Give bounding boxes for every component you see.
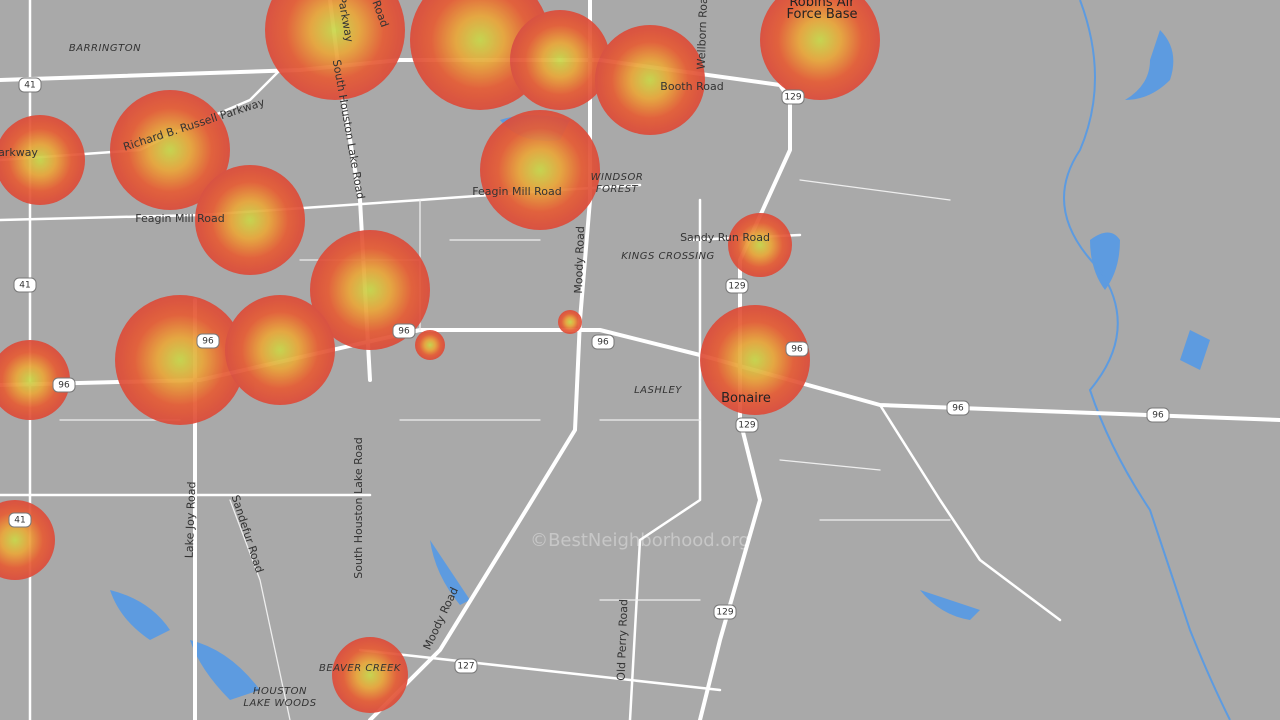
road-label: Sandefur Road (229, 493, 266, 574)
place-label: LAKE WOODS (243, 698, 316, 709)
town-label: Bonaire (721, 391, 771, 406)
shield-label: 41 (19, 281, 30, 291)
road-label: Old Perry Road (615, 599, 631, 681)
place-label: WINDSOR (591, 172, 644, 183)
route-shield: 96 (946, 400, 970, 416)
shield-label: 41 (24, 81, 35, 91)
place-label: FOREST (596, 184, 639, 195)
road-label: arkway (0, 146, 38, 159)
shield-bg (13, 277, 37, 293)
route-shield: 127 (454, 658, 478, 674)
road-label: Lake Joy Road (183, 481, 199, 558)
shield-label: 129 (738, 421, 755, 431)
road-label: Booth Road (660, 80, 723, 93)
shield-label: 96 (1152, 411, 1164, 421)
place-label: BARRINGTON (69, 43, 141, 54)
shield-label: 127 (457, 662, 474, 672)
road-label: Moody Road (421, 585, 461, 652)
town-label: Robins Air (789, 0, 855, 10)
shield-bg (52, 377, 76, 393)
shield-label: 96 (202, 337, 214, 347)
shield-bg (454, 658, 478, 674)
route-shield: 96 (785, 341, 809, 357)
route-shield: 96 (392, 323, 416, 339)
road-label: Sandy Run Road (680, 231, 770, 244)
route-shield: 129 (713, 604, 737, 620)
place-label: KINGS CROSSING (621, 251, 715, 262)
route-shield: 129 (735, 417, 759, 433)
place-label: LASHLEY (634, 385, 682, 396)
watermark: ©BestNeighborhood.org (530, 530, 750, 551)
shield-bg (781, 89, 805, 105)
route-shield: 129 (781, 89, 805, 105)
road-label: Wellborn Road (695, 0, 711, 70)
route-shield: 96 (1146, 407, 1170, 423)
heatmap (0, 0, 880, 713)
shield-bg (713, 604, 737, 620)
road-label: Moody Road (572, 226, 587, 294)
town-label: Force Base (787, 7, 858, 22)
shield-bg (8, 512, 32, 528)
road-label: South Houston Lake Road (352, 437, 365, 578)
road-label: Feagin Mill Road (135, 212, 225, 225)
shield-bg (591, 334, 615, 350)
shield-bg (725, 278, 749, 294)
water (110, 0, 1231, 720)
route-shield: 41 (18, 77, 42, 93)
shield-bg (735, 417, 759, 433)
shield-bg (196, 333, 220, 349)
shield-bg (946, 400, 970, 416)
shield-bg (785, 341, 809, 357)
place-label: BEAVER CREEK (319, 663, 402, 674)
shield-label: 96 (398, 327, 410, 337)
route-shield: 96 (591, 334, 615, 350)
shield-label: 96 (58, 381, 70, 391)
shield-label: 96 (597, 338, 609, 348)
place-label: HOUSTON (253, 686, 307, 697)
route-shield: 129 (725, 278, 749, 294)
shield-bg (1146, 407, 1170, 423)
shield-bg (18, 77, 42, 93)
route-shield: 41 (8, 512, 32, 528)
shield-label: 129 (716, 608, 733, 618)
route-shield: 96 (196, 333, 220, 349)
route-shield: 41 (13, 277, 37, 293)
shield-label: 129 (728, 282, 745, 292)
shield-label: 96 (791, 345, 803, 355)
shield-label: 96 (952, 404, 964, 414)
shield-label: 41 (14, 516, 25, 526)
route-shield: 96 (52, 377, 76, 393)
shield-label: 129 (784, 93, 801, 103)
shield-bg (392, 323, 416, 339)
road-label: Feagin Mill Road (472, 185, 562, 198)
